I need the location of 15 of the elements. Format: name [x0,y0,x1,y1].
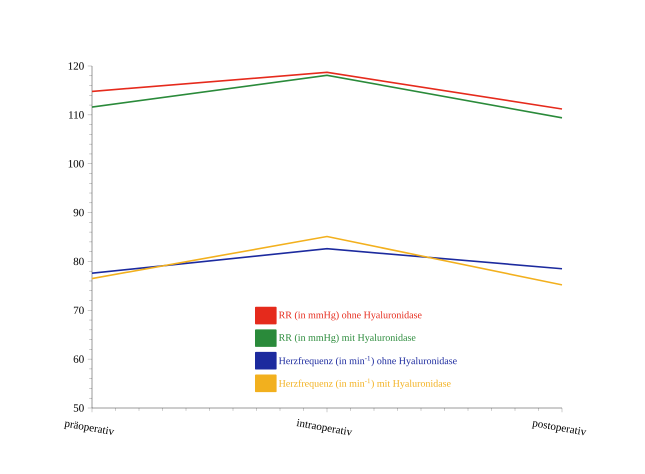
x-tick-label: intraoperativ [296,418,352,436]
legend-label: RR (in mmHg) mit Hyaluronidase [278,334,416,344]
legend-label: RR (in mmHg) ohne Hyaluronidase [278,311,422,320]
y-tick-label: 50 [74,404,84,412]
y-tick-label: 110 [69,111,84,119]
x-tick-label: präoperativ [64,421,114,435]
y-tick-label: 80 [74,258,84,266]
x-tick-label: postoperativ [532,421,586,436]
y-tick-label: 120 [68,62,84,70]
legend-label: Herzfrequenz (in min$^{-1}$) mit Hyaluronidase [278,378,451,389]
y-tick-label: 90 [74,208,84,216]
legend-label: Herzfrequenz (in min$^{-1}$) ohne Hyaluronidase [278,356,457,366]
y-tick-label: 70 [74,306,84,314]
y-tick-label: 60 [74,355,84,363]
y-tick-label: 100 [68,160,84,168]
